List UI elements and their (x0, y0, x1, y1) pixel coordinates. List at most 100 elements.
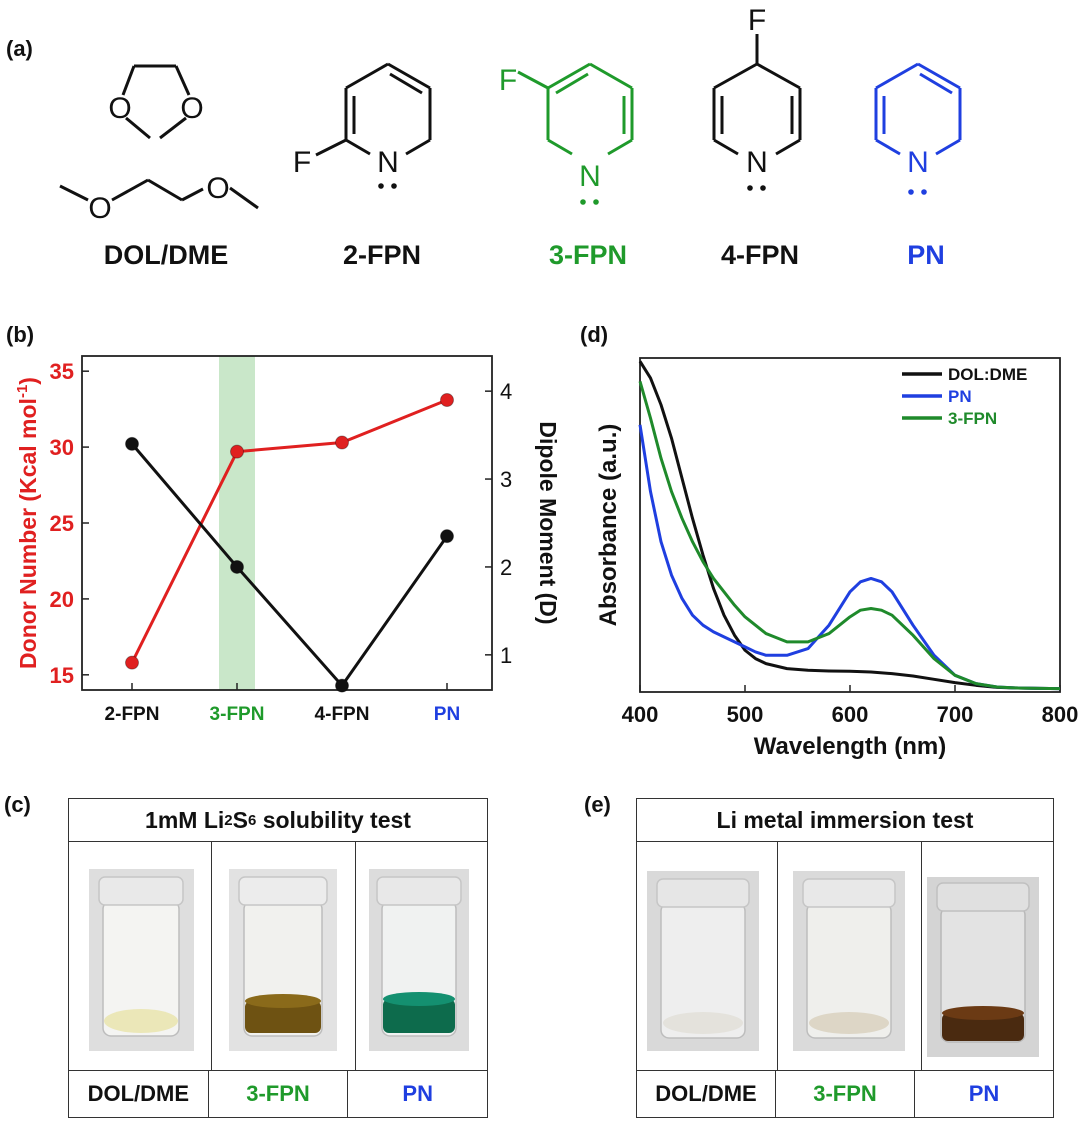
atom-n: N (377, 146, 399, 179)
panel-label-a: (a) (6, 36, 33, 61)
data-point (230, 444, 244, 459)
column-label-dol-dme: DOL/DME (69, 1071, 209, 1117)
pn-structure (874, 62, 962, 156)
data-point (335, 435, 349, 450)
atom-f: F (748, 4, 766, 37)
immersion-test-title: Li metal immersion test (637, 799, 1053, 842)
solubility-test-columns: DOL/DME 3-FPN PN (69, 1070, 487, 1117)
y-tick-label: 20 (50, 587, 74, 612)
y2-tick-label: 4 (500, 379, 512, 404)
x-tick-label: 700 (937, 702, 974, 727)
column-divider (355, 841, 356, 1071)
donor-dipole-chart: 15 20 25 30 35 1 2 3 4 2-FPN 3-FPN 4-FPN PN Donor Num… (14, 355, 560, 725)
vial-photos (647, 871, 1039, 1057)
legend-label: DOL:DME (948, 365, 1027, 384)
x-tick-label: 400 (622, 702, 659, 727)
column-divider (211, 841, 212, 1071)
panel-label-c: (c) (4, 792, 31, 817)
series-line (130, 398, 448, 664)
4fpn-structure (712, 34, 802, 156)
x-tick-label: 500 (727, 702, 764, 727)
title-subscript: 2 (224, 811, 233, 829)
title-text: S (232, 806, 248, 833)
lone-pair-dot (593, 199, 599, 205)
vial-3fpn (229, 869, 337, 1051)
y-tick-label: 25 (50, 511, 74, 536)
title-text: 1mM Li (145, 806, 225, 833)
x-tick-label: 800 (1042, 702, 1079, 727)
series-line (638, 360, 1061, 691)
column-label-3fpn: 3-FPN (776, 1071, 915, 1117)
y-axis-label: Absorbance (a.u.) (595, 424, 622, 627)
molecule-label-2fpn: 2-FPN (342, 240, 421, 270)
atom-n: N (907, 146, 929, 179)
data-point (125, 655, 139, 670)
atom-f: F (293, 146, 311, 179)
column-label-pn: PN (968, 1081, 1000, 1106)
lone-pair-dot (580, 199, 586, 205)
vial-3fpn (793, 871, 905, 1051)
lone-pair-dot (747, 185, 753, 191)
y2-axis-label: Dipole Moment (D) (535, 421, 560, 624)
immersion-test-columns: DOL/DME 3-FPN PN (637, 1070, 1053, 1117)
y-tick-label: 35 (50, 359, 74, 384)
atom-o: O (206, 172, 229, 205)
series-line (130, 442, 449, 689)
vial-pn (369, 869, 469, 1051)
x-tick-label: 4-FPN (315, 704, 370, 725)
data-point (125, 436, 139, 451)
atom-o: O (88, 192, 111, 225)
molecule-structures: O O O O F N F N (59, 4, 962, 225)
atom-o: O (108, 92, 131, 125)
vial-dol-dme (647, 871, 759, 1051)
column-label-pn: PN (402, 1081, 433, 1106)
vial-photos (89, 869, 469, 1051)
column-label-3fpn: 3-FPN (209, 1071, 349, 1117)
data-point (335, 678, 349, 693)
solubility-test-title: 1mM Li 2 S 6 solubility test (69, 799, 487, 842)
atom-n: N (746, 146, 768, 179)
series-line (638, 380, 1061, 691)
data-point (440, 529, 454, 544)
2fpn-structure (315, 62, 432, 157)
dme-structure (59, 178, 259, 210)
molecule-label-pn: PN (907, 240, 945, 270)
y2-tick-label: 1 (500, 643, 512, 668)
y-axis-label: Donor Number (Kcal mol-1) (14, 377, 41, 669)
panel-label-d: (d) (580, 322, 609, 347)
data-point (230, 559, 244, 574)
molecule-label-3fpn: 3-FPN (548, 240, 627, 270)
y-tick-label: 30 (50, 435, 74, 460)
x-tick-label: 3-FPN (210, 704, 265, 725)
x-tick-label: 2-FPN (105, 704, 160, 725)
y2-tick-label: 2 (500, 555, 512, 580)
dol-structure (121, 64, 191, 140)
atom-o: O (180, 92, 203, 125)
atom-n: N (579, 160, 601, 193)
legend-label: PN (948, 387, 972, 406)
lone-pair-dot (391, 183, 397, 189)
molecule-label-4fpn: 4-FPN (720, 240, 799, 270)
immersion-test-table: Li metal immersion test DOL/DME 3-FPN PN (636, 798, 1054, 1118)
title-text: solubility test (256, 806, 411, 833)
column-divider (921, 841, 922, 1071)
panel-label-e: (e) (584, 792, 611, 817)
y2-tick-label: 3 (500, 467, 512, 492)
column-label-dol-dme: DOL/DME (637, 1071, 776, 1117)
atom-f: F (499, 64, 517, 97)
lone-pair-dot (760, 185, 766, 191)
lone-pair-dot (908, 189, 914, 195)
vial-dol-dme (89, 869, 194, 1051)
vial-pn (927, 877, 1039, 1057)
legend-label: 3-FPN (948, 409, 997, 428)
x-tick-label: PN (434, 704, 460, 725)
panel-label-b: (b) (6, 322, 35, 347)
x-axis-label: Wavelength (nm) (754, 733, 946, 760)
solubility-test-table: 1mM Li 2 S 6 solubility test DOL/DME (68, 798, 488, 1118)
highlight-band (219, 356, 255, 690)
lone-pair-dot (921, 189, 927, 195)
y-tick-label: 15 (50, 663, 74, 688)
absorbance-chart: 400 500 600 700 800 DOL:DME PN 3-FPN Wavelength … (595, 357, 1079, 760)
molecule-label-dol-dme: DOL/DME (103, 240, 229, 270)
x-tick-label: 600 (832, 702, 869, 727)
